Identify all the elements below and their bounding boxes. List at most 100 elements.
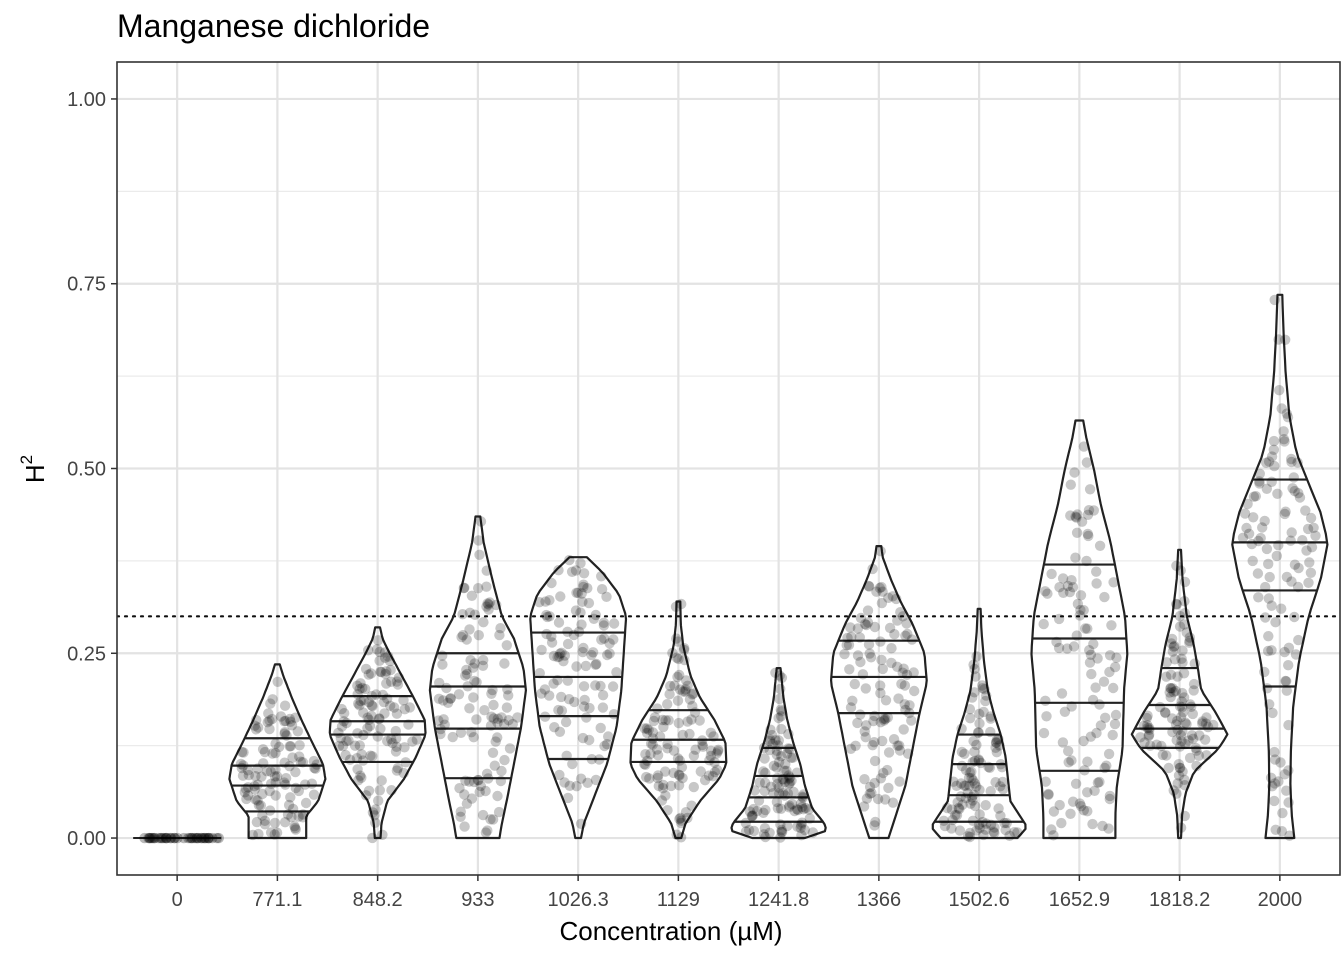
data-point [161,832,173,844]
data-point [1142,710,1153,721]
data-point [758,766,769,777]
data-point [1084,657,1096,668]
data-point [1067,582,1079,593]
data-point [938,815,949,826]
data-point [238,760,249,771]
data-point [877,663,888,675]
data-point [1092,653,1103,664]
data-point [1248,491,1260,502]
data-point [264,715,275,726]
x-tick-label: 2000 [1258,889,1303,911]
data-point [381,678,392,689]
data-point [1255,532,1266,544]
data-point [674,684,686,695]
data-point [355,770,366,781]
data-point [1163,762,1174,774]
data-point [1279,646,1290,658]
data-point [775,683,786,695]
data-point [1161,671,1172,682]
data-point [798,804,809,815]
data-point [604,638,615,649]
data-point [468,732,479,743]
data-point [954,825,966,836]
data-point [546,631,557,642]
data-point [1009,827,1020,838]
data-point [546,637,558,648]
data-point [1174,762,1185,773]
data-point [1254,468,1266,479]
data-point [147,832,158,844]
data-point [876,654,887,666]
violin-series [133,293,1329,840]
data-point [259,815,271,826]
data-point [544,611,555,622]
data-point [841,639,852,651]
data-point [974,784,985,796]
data-point [1283,765,1294,776]
data-point [749,785,760,796]
data-point [786,798,798,810]
data-point [556,647,567,658]
data-point [461,664,472,676]
data-point [1267,707,1278,719]
data-point [1285,535,1296,546]
data-point [562,792,574,804]
data-point [1263,456,1275,467]
x-tick-label: 933 [461,889,494,911]
data-point [1048,830,1059,841]
data-point [845,702,857,713]
data-point [687,700,698,712]
data-point [259,819,271,830]
data-point [892,615,903,626]
data-point [1179,596,1190,607]
data-point [758,807,769,818]
data-point [335,733,346,744]
data-point [458,582,469,594]
data-point [341,717,352,729]
data-point [906,715,917,726]
data-point [898,663,909,674]
data-point [370,804,381,815]
data-point [1178,707,1189,718]
data-point [988,826,999,837]
data-point [870,816,881,828]
data-point [243,769,254,781]
data-point [1287,483,1298,494]
data-point [861,619,872,631]
violin-outline [830,545,928,840]
data-point [479,705,490,716]
data-point [712,746,724,757]
data-point [863,580,874,592]
data-point [169,832,180,844]
x-axis-title: Concentration (µM) [559,916,782,946]
data-point [160,832,172,844]
data-point [852,623,864,634]
data-point [969,778,980,789]
data-point [466,590,478,601]
data-point [1106,620,1117,631]
data-point [502,684,513,695]
data-point [372,635,384,646]
data-point [488,713,499,724]
data-point [1175,730,1187,741]
data-point [1083,530,1094,542]
data-point [641,771,652,783]
data-point [375,723,386,734]
data-point [1169,654,1181,665]
data-point [1266,645,1277,656]
data-point [1300,505,1311,516]
data-point [783,802,795,813]
data-point [1202,721,1214,733]
data-point [1190,742,1202,754]
data-point [999,817,1010,829]
data-point [469,658,480,669]
data-point [1254,478,1265,489]
data-point [665,680,676,692]
data-point [379,647,391,658]
data-point [213,832,225,844]
data-point [898,724,909,735]
data-point [1087,694,1099,706]
data-point [758,742,770,754]
data-point [861,720,872,731]
data-point [1288,472,1300,483]
